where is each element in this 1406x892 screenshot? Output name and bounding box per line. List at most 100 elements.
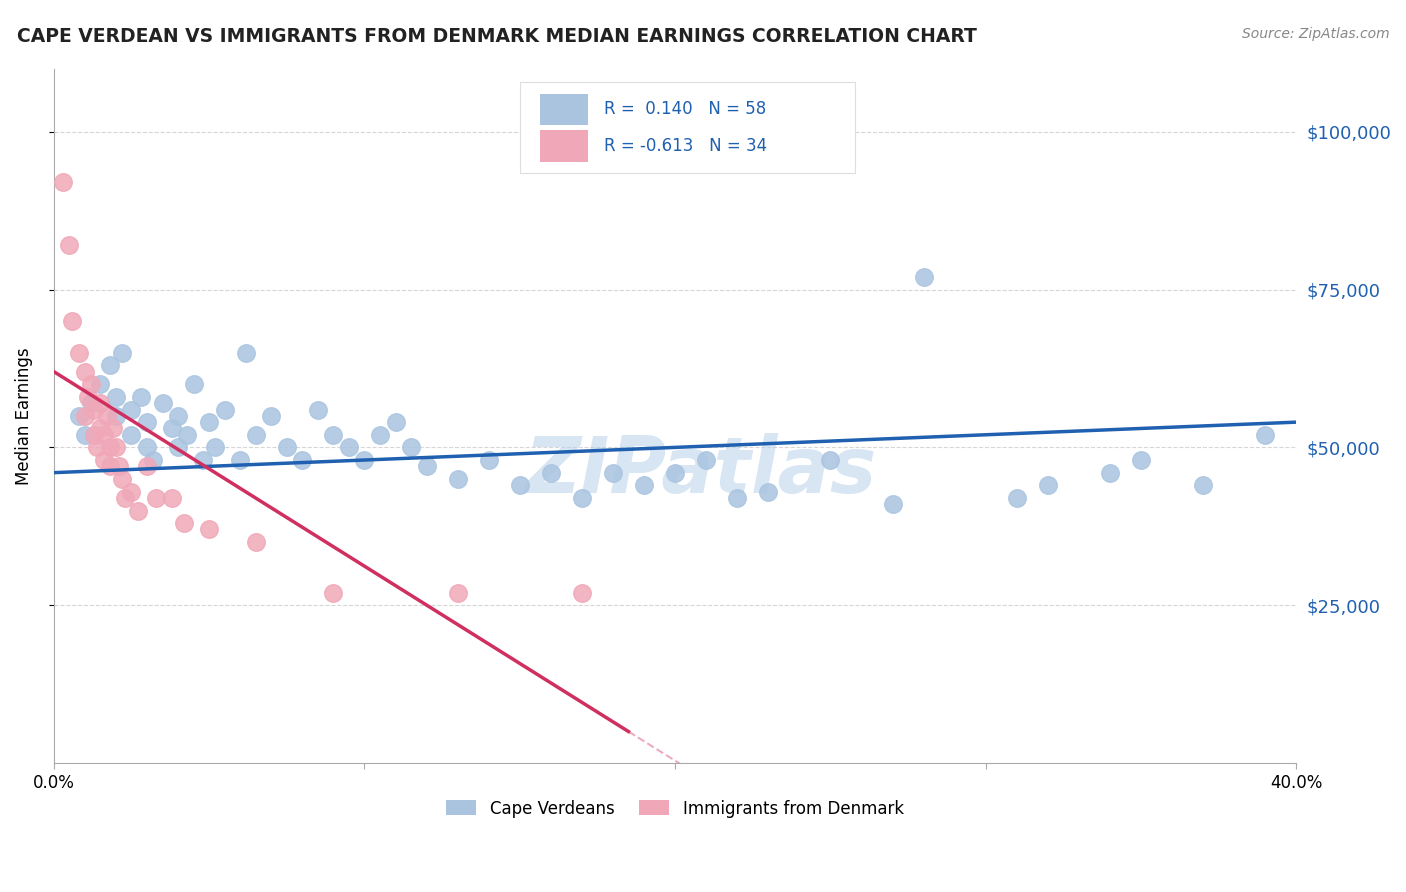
Point: [89, 377, 111, 392]
Point: [337, 441, 360, 455]
Point: [98, 459, 121, 474]
Point: [633, 478, 655, 492]
Legend: Cape Verdeans, Immigrants from Denmark: Cape Verdeans, Immigrants from Denmark: [440, 793, 911, 824]
Point: [127, 503, 149, 517]
Text: R = -0.613   N = 34: R = -0.613 N = 34: [605, 137, 768, 155]
Point: [478, 453, 501, 467]
Point: [384, 415, 406, 429]
Point: [111, 472, 134, 486]
Point: [142, 453, 165, 467]
Point: [1192, 478, 1215, 492]
Point: [571, 585, 593, 599]
Point: [322, 585, 344, 599]
Point: [756, 484, 779, 499]
Point: [67, 345, 90, 359]
Point: [1254, 427, 1277, 442]
Point: [912, 269, 935, 284]
Point: [89, 396, 111, 410]
Text: R =  0.140   N = 58: R = 0.140 N = 58: [605, 100, 766, 118]
Point: [204, 441, 226, 455]
Text: CAPE VERDEAN VS IMMIGRANTS FROM DENMARK MEDIAN EARNINGS CORRELATION CHART: CAPE VERDEAN VS IMMIGRANTS FROM DENMARK …: [17, 27, 977, 45]
Point: [152, 396, 174, 410]
Point: [173, 516, 195, 531]
Point: [167, 409, 190, 423]
Point: [108, 459, 131, 474]
Point: [93, 427, 115, 442]
Point: [447, 472, 470, 486]
Point: [322, 427, 344, 442]
Point: [67, 409, 90, 423]
Point: [73, 409, 96, 423]
Point: [80, 377, 103, 392]
Point: [80, 396, 103, 410]
Point: [235, 345, 257, 359]
Point: [83, 402, 105, 417]
Point: [114, 491, 136, 505]
Point: [882, 497, 904, 511]
Point: [121, 484, 143, 499]
Point: [198, 415, 221, 429]
Point: [368, 427, 391, 442]
Point: [353, 453, 375, 467]
Point: [77, 390, 100, 404]
Point: [571, 491, 593, 505]
Point: [98, 359, 121, 373]
Point: [415, 459, 437, 474]
Point: [136, 441, 159, 455]
Point: [198, 523, 221, 537]
Point: [664, 466, 686, 480]
Point: [86, 441, 108, 455]
FancyBboxPatch shape: [540, 94, 588, 126]
Point: [104, 409, 127, 423]
Point: [183, 377, 205, 392]
Point: [176, 427, 198, 442]
Point: [73, 427, 96, 442]
Point: [73, 365, 96, 379]
Point: [121, 402, 143, 417]
Point: [96, 409, 118, 423]
Point: [98, 441, 121, 455]
Text: Source: ZipAtlas.com: Source: ZipAtlas.com: [1241, 27, 1389, 41]
Point: [229, 453, 252, 467]
Point: [725, 491, 748, 505]
Point: [1098, 466, 1121, 480]
Point: [291, 453, 314, 467]
Point: [104, 441, 127, 455]
Point: [1005, 491, 1028, 505]
Point: [111, 345, 134, 359]
Point: [191, 453, 214, 467]
Point: [93, 453, 115, 467]
Point: [820, 453, 842, 467]
Point: [121, 427, 143, 442]
Point: [307, 402, 329, 417]
Point: [104, 390, 127, 404]
Y-axis label: Median Earnings: Median Earnings: [15, 347, 32, 484]
Point: [62, 314, 84, 328]
Point: [540, 466, 562, 480]
Point: [1036, 478, 1059, 492]
Point: [160, 421, 183, 435]
Point: [447, 585, 470, 599]
Point: [399, 441, 422, 455]
Point: [129, 390, 152, 404]
FancyBboxPatch shape: [540, 130, 588, 162]
Point: [160, 491, 183, 505]
Point: [276, 441, 298, 455]
Point: [695, 453, 717, 467]
Point: [136, 459, 159, 474]
Point: [58, 238, 80, 252]
Text: ZIPatlas: ZIPatlas: [524, 434, 876, 509]
Point: [245, 535, 267, 549]
Point: [101, 421, 124, 435]
Point: [214, 402, 236, 417]
Point: [1130, 453, 1153, 467]
Point: [89, 421, 111, 435]
Point: [509, 478, 531, 492]
Point: [260, 409, 283, 423]
Point: [145, 491, 167, 505]
FancyBboxPatch shape: [520, 82, 855, 173]
Point: [83, 427, 105, 442]
Point: [167, 441, 190, 455]
Point: [136, 415, 159, 429]
Point: [245, 427, 267, 442]
